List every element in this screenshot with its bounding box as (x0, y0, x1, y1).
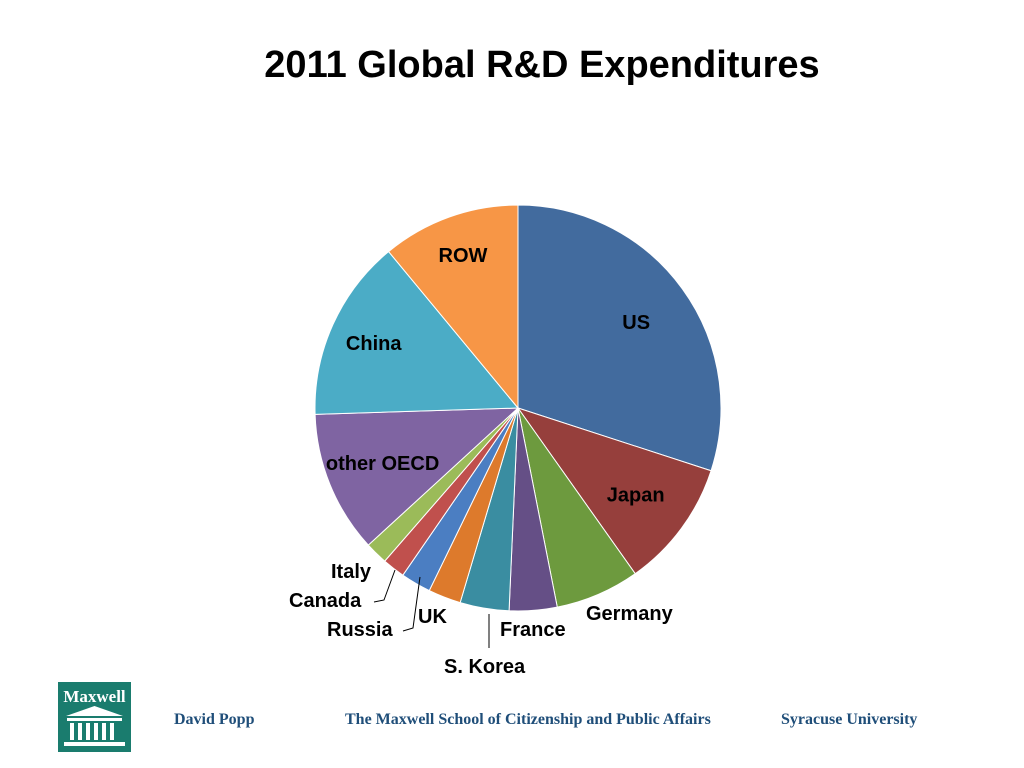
slice-label-france: France (500, 619, 566, 641)
slice-label-other-oecd: other OECD (326, 453, 439, 475)
university-name: Syracuse University (781, 711, 918, 728)
leader-line-canada (373, 569, 396, 603)
author-name: David Popp (174, 711, 255, 728)
slice-label-germany: Germany (586, 603, 674, 625)
slice-label-uk: UK (418, 606, 447, 628)
leader-lines (373, 569, 490, 648)
school-name: The Maxwell School of Citizenship and Pu… (345, 711, 711, 728)
logo-text: Maxwell (63, 687, 126, 706)
slice-label-italy: Italy (331, 561, 372, 583)
pie-slice-china (314, 250, 520, 415)
leader-line-russia (402, 576, 421, 632)
slice-label-row: ROW (439, 245, 488, 267)
slice-label-canada: Canada (289, 590, 362, 612)
slice-label-china: China (346, 333, 402, 355)
slice-labels: US Japan Germany France S. Korea UK Russia Cana… (289, 245, 674, 678)
chart-title: 2011 Global R&D Expenditures (264, 44, 820, 86)
pie-slices (314, 204, 722, 612)
pie-slice-japan (516, 407, 712, 575)
slice-label-us: US (622, 312, 650, 334)
slice-label-russia: Russia (327, 619, 393, 641)
pie-slice-row (387, 204, 519, 410)
maxwell-logo: Maxwell (58, 682, 131, 752)
pie-slice-us (517, 204, 722, 472)
slice-label-japan: Japan (607, 485, 665, 507)
slice-label-s-korea: S. Korea (444, 656, 526, 678)
pie-slice-other-oecd (314, 407, 520, 546)
